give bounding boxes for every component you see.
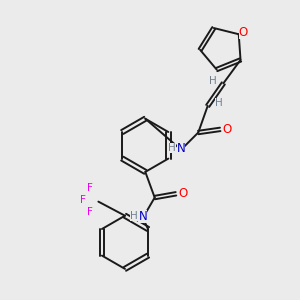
Text: F: F (87, 207, 93, 217)
Text: O: O (178, 187, 188, 200)
Text: O: O (239, 26, 248, 39)
Text: N: N (138, 210, 147, 223)
Text: H: H (209, 76, 217, 86)
Text: F: F (87, 184, 93, 194)
Text: H: H (130, 211, 138, 221)
Text: H: H (215, 98, 223, 108)
Text: N: N (177, 142, 185, 155)
Text: F: F (80, 195, 86, 205)
Text: H: H (169, 143, 176, 153)
Text: O: O (223, 123, 232, 136)
